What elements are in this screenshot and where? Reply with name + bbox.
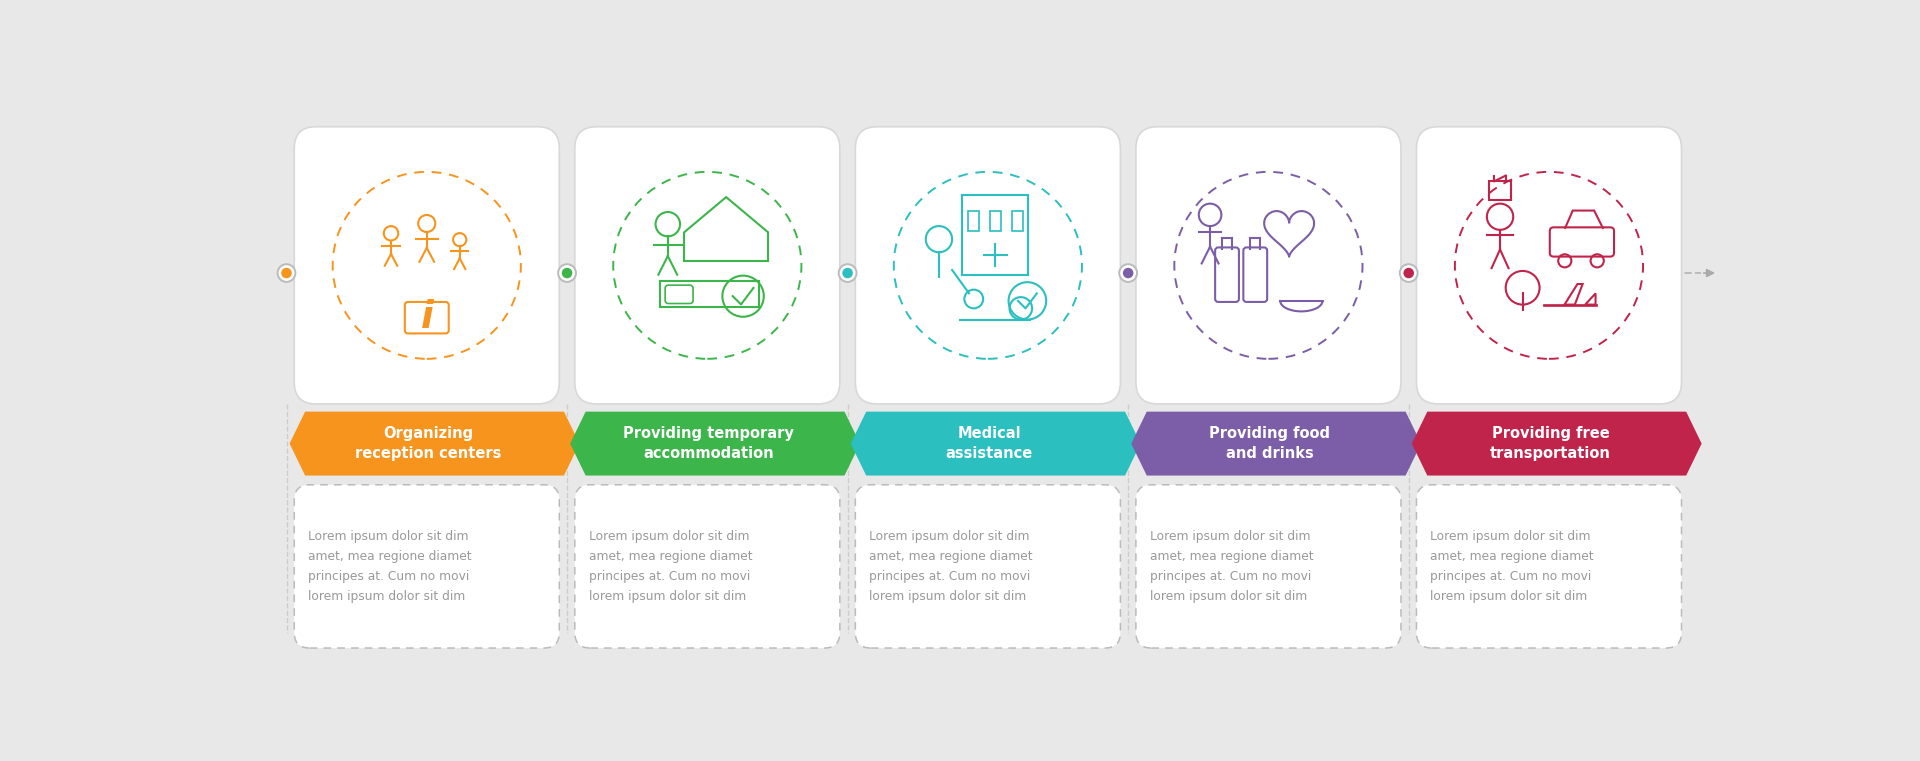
FancyBboxPatch shape <box>1137 485 1402 648</box>
Text: Providing temporary
accommodation: Providing temporary accommodation <box>624 426 795 461</box>
Text: Lorem ipsum dolor sit dim
amet, mea regione diamet
principes at. Cum no movi
lor: Lorem ipsum dolor sit dim amet, mea regi… <box>309 530 472 603</box>
FancyBboxPatch shape <box>574 485 839 648</box>
FancyBboxPatch shape <box>294 127 559 404</box>
Circle shape <box>280 268 292 279</box>
Circle shape <box>839 264 856 282</box>
Circle shape <box>843 268 852 279</box>
FancyBboxPatch shape <box>574 127 839 404</box>
Text: Lorem ipsum dolor sit dim
amet, mea regione diamet
principes at. Cum no movi
lor: Lorem ipsum dolor sit dim amet, mea regi… <box>870 530 1033 603</box>
FancyBboxPatch shape <box>854 485 1121 648</box>
Circle shape <box>1123 268 1133 279</box>
Text: i: i <box>420 299 434 336</box>
Text: Lorem ipsum dolor sit dim
amet, mea regione diamet
principes at. Cum no movi
lor: Lorem ipsum dolor sit dim amet, mea regi… <box>589 530 753 603</box>
FancyBboxPatch shape <box>1417 127 1682 404</box>
Text: Lorem ipsum dolor sit dim
amet, mea regione diamet
principes at. Cum no movi
lor: Lorem ipsum dolor sit dim amet, mea regi… <box>1150 530 1313 603</box>
Circle shape <box>278 264 296 282</box>
FancyBboxPatch shape <box>1137 127 1402 404</box>
FancyBboxPatch shape <box>294 485 559 648</box>
FancyBboxPatch shape <box>854 127 1121 404</box>
Polygon shape <box>851 412 1140 476</box>
Text: Providing free
transportation: Providing free transportation <box>1490 426 1611 461</box>
Text: Lorem ipsum dolor sit dim
amet, mea regione diamet
principes at. Cum no movi
lor: Lorem ipsum dolor sit dim amet, mea regi… <box>1430 530 1594 603</box>
Polygon shape <box>1131 412 1421 476</box>
Text: Medical
assistance: Medical assistance <box>947 426 1033 461</box>
Circle shape <box>1400 264 1417 282</box>
Text: Providing food
and drinks: Providing food and drinks <box>1210 426 1331 461</box>
FancyBboxPatch shape <box>1417 485 1682 648</box>
Polygon shape <box>570 412 860 476</box>
Text: Organizing
reception centers: Organizing reception centers <box>355 426 501 461</box>
Circle shape <box>1404 268 1413 279</box>
Polygon shape <box>1411 412 1701 476</box>
Circle shape <box>559 264 576 282</box>
Polygon shape <box>290 412 580 476</box>
Circle shape <box>563 268 572 279</box>
Circle shape <box>1119 264 1137 282</box>
